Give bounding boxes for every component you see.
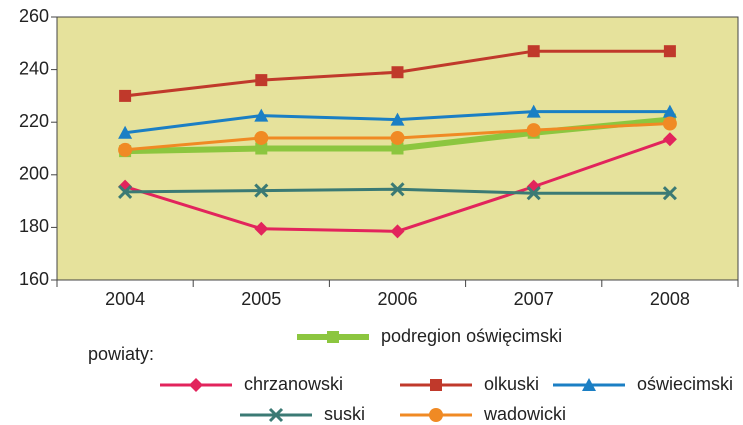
- x-tick-label: 2008: [650, 289, 690, 309]
- data-point: [391, 66, 404, 79]
- legend-marker: [429, 408, 443, 422]
- data-point: [118, 142, 133, 157]
- x-tick-label: 2005: [241, 289, 281, 309]
- data-point: [526, 104, 541, 118]
- data-point: [390, 130, 405, 145]
- x-tick-label: 2006: [377, 289, 417, 309]
- data-point: [254, 130, 269, 145]
- legend-label: suski: [324, 404, 365, 424]
- y-tick-label: 180: [19, 216, 49, 236]
- data-point: [662, 186, 677, 201]
- legend-label: chrzanowski: [244, 374, 343, 394]
- data-point: [527, 45, 540, 58]
- data-point: [662, 132, 677, 147]
- data-point: [119, 89, 132, 102]
- data-point: [526, 123, 541, 138]
- data-point: [663, 45, 676, 58]
- legend-marker: [268, 407, 284, 423]
- x-tick-label: 2004: [105, 289, 145, 309]
- y-tick-label: 240: [19, 58, 49, 78]
- data-point: [391, 142, 404, 155]
- data-point: [118, 125, 133, 139]
- data-point: [254, 108, 269, 122]
- y-tick-label: 260: [19, 6, 49, 26]
- legend-label: olkuski: [484, 374, 539, 394]
- y-tick-label: 160: [19, 269, 49, 289]
- data-point: [254, 183, 269, 198]
- legend-label: wadowicki: [483, 404, 566, 424]
- x-tick-label: 2007: [514, 289, 554, 309]
- data-point: [390, 182, 405, 197]
- data-point: [526, 186, 541, 201]
- data-point: [255, 142, 268, 155]
- data-point: [255, 74, 268, 87]
- y-tick-label: 200: [19, 164, 49, 184]
- legend-label: oświecimski: [637, 374, 733, 394]
- data-point: [118, 184, 133, 199]
- data-point: [390, 112, 405, 126]
- data-point: [254, 221, 269, 236]
- data-point: [390, 224, 405, 239]
- legend-marker: [430, 379, 442, 391]
- data-point: [662, 104, 677, 118]
- legend-marker: [582, 378, 596, 391]
- legend-marker: [327, 331, 339, 343]
- legend-marker: [189, 378, 203, 392]
- data-point: [662, 116, 677, 131]
- legend-label: podregion oświęcimski: [381, 326, 562, 346]
- y-tick-label: 220: [19, 111, 49, 131]
- legend-group-label: powiaty:: [88, 344, 154, 364]
